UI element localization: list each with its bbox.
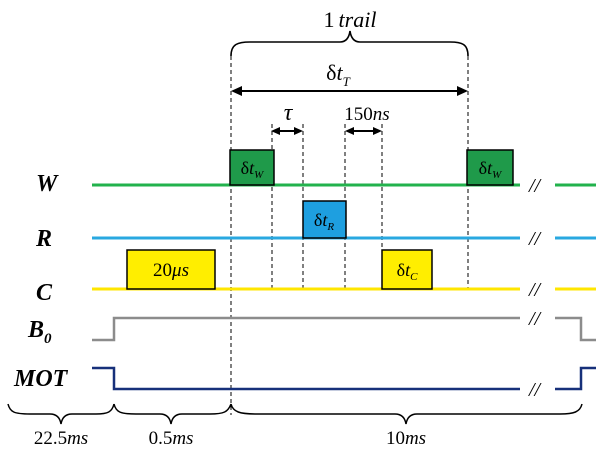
W-pulse-2-label: δtW xyxy=(479,158,503,181)
W-pulse-1 xyxy=(229,149,275,186)
gap-150ns-label: 150ns xyxy=(344,104,389,125)
row-label-B0: B0 xyxy=(27,317,52,347)
B0-trace xyxy=(92,316,520,342)
C-pulse-20us-label: 20μs xyxy=(153,260,189,281)
R-break-mark: // xyxy=(528,228,543,250)
W-pulse-1-label: δtW xyxy=(241,158,265,181)
delta-t-T-arrowhead-right xyxy=(457,86,468,96)
delta-t-T-label: δtT xyxy=(326,60,351,89)
delta-t-T-arrowhead-left xyxy=(231,86,242,96)
B0-break-mark: // xyxy=(528,308,543,330)
trail-label: 1 trail xyxy=(324,7,377,32)
brace-22-5ms xyxy=(7,403,115,425)
tau-arrowhead-right xyxy=(294,127,303,135)
R-pulse-label: δtR xyxy=(314,210,335,233)
duration-label-10ms: 10ms xyxy=(386,428,426,449)
duration-braces xyxy=(7,403,583,425)
row-label-MOT: MOT xyxy=(13,366,69,392)
tau-arrowhead-left xyxy=(271,127,280,135)
brace-0-5ms xyxy=(113,403,232,425)
W-pulse-2 xyxy=(466,149,514,186)
B0-trace-end xyxy=(555,316,596,342)
duration-label-22-5ms: 22.5ms xyxy=(34,428,88,449)
gap-150ns-arrowhead-right xyxy=(373,127,382,135)
C-pulse-20us xyxy=(126,249,216,290)
gap-150ns-arrowhead-left xyxy=(345,127,354,135)
MOT-trace-end xyxy=(555,366,596,391)
dashed-guides xyxy=(230,56,469,415)
MOT-trace xyxy=(92,366,520,391)
row-label-W: W xyxy=(36,171,59,197)
C-pulse-label: δtC xyxy=(397,260,419,283)
MOT-break-mark: // xyxy=(528,379,543,401)
C-pulse xyxy=(381,249,433,290)
row-label-R: R xyxy=(35,226,52,252)
row-label-C: C xyxy=(36,280,53,306)
tau-label: τ xyxy=(284,100,294,126)
brace-10ms xyxy=(230,403,583,425)
W-break-mark: // xyxy=(528,175,543,197)
trail-brace xyxy=(230,30,469,57)
duration-label-0-5ms: 0.5ms xyxy=(149,428,194,449)
C-break-mark: // xyxy=(528,279,543,301)
R-pulse xyxy=(302,200,347,239)
